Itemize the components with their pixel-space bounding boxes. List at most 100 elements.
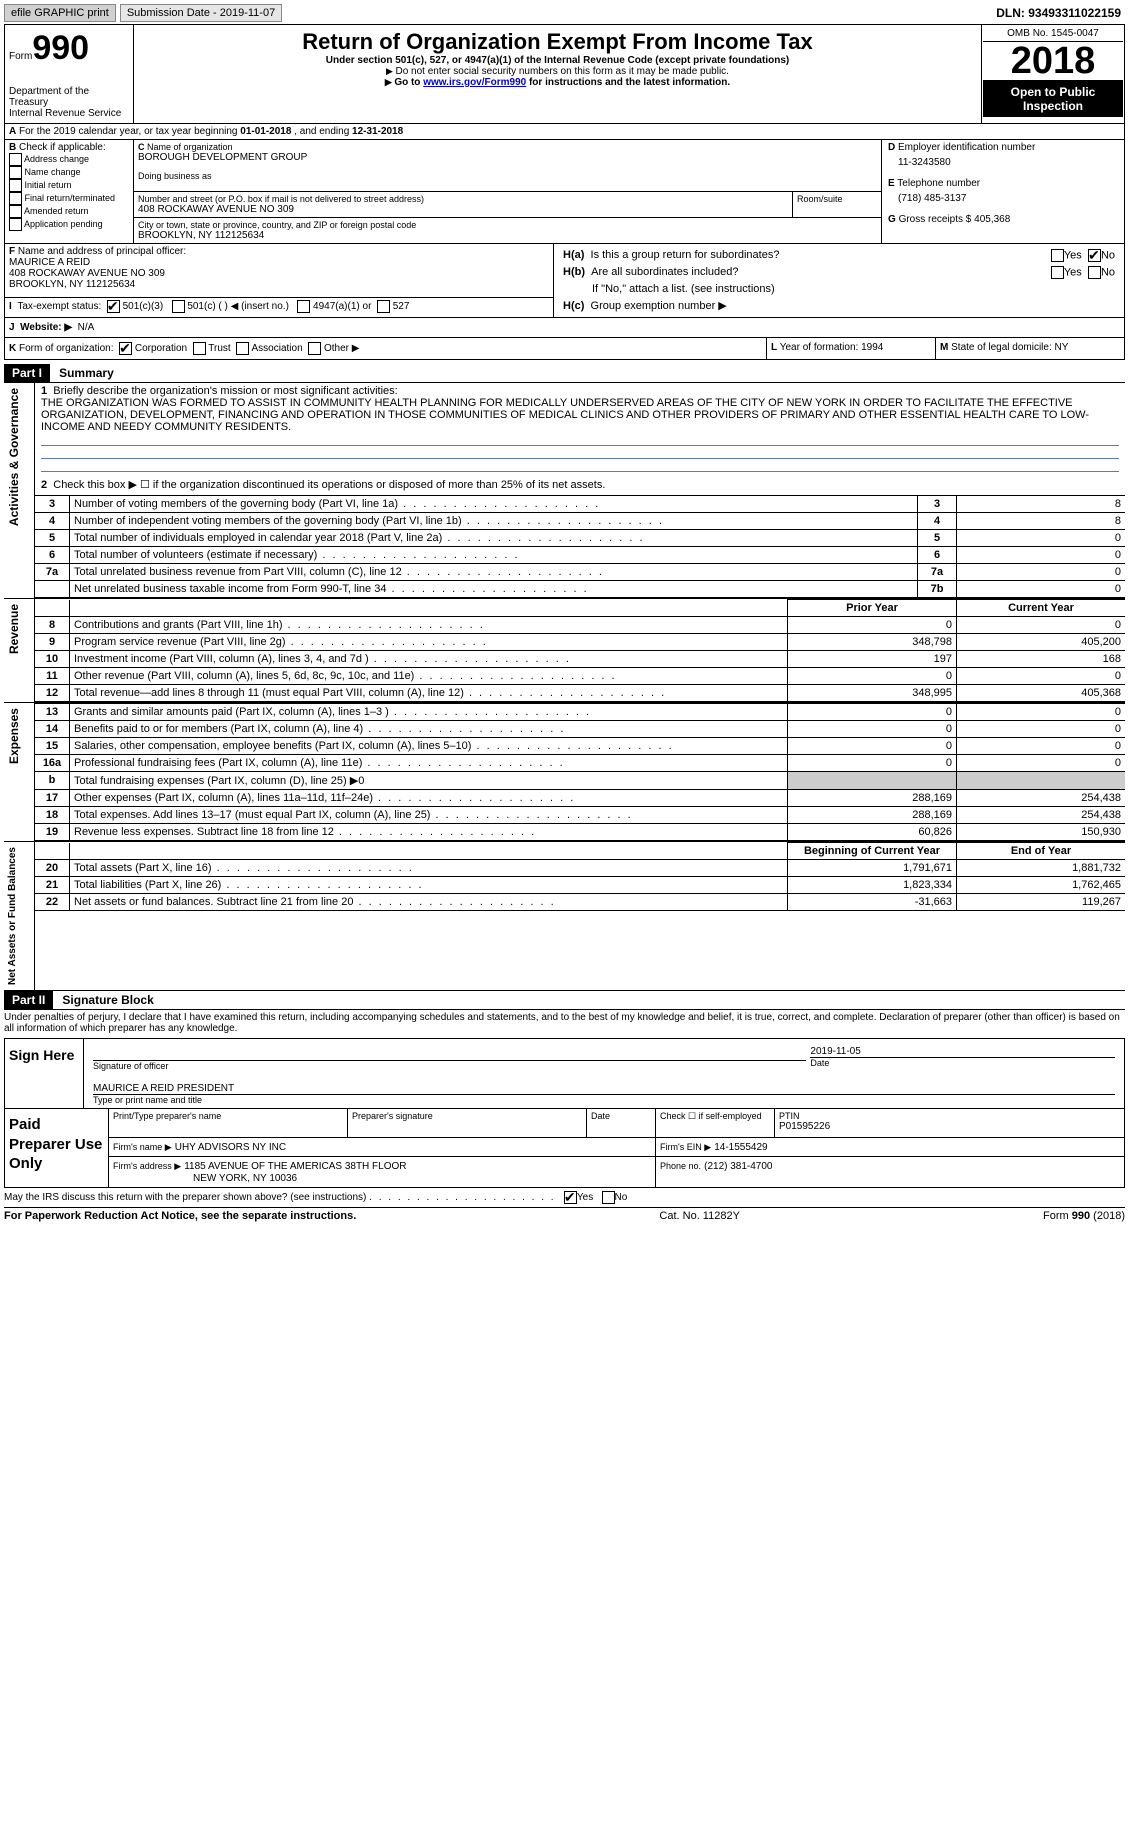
mission-rule-2 [41, 446, 1119, 459]
perjury-declaration: Under penalties of perjury, I declare th… [4, 1009, 1125, 1038]
netassets-table: Beginning of Current YearEnd of Year20To… [35, 842, 1125, 911]
cb-application-pending[interactable] [9, 218, 22, 231]
expenses-table: 13Grants and similar amounts paid (Part … [35, 703, 1125, 841]
cb-ha-no[interactable] [1088, 249, 1101, 262]
cb-name-change[interactable] [9, 166, 22, 179]
cb-association[interactable] [236, 342, 249, 355]
cb-527[interactable] [377, 300, 390, 313]
lbl-501c3: 501(c)(3) [123, 301, 164, 312]
row-text: Total revenue—add lines 8 through 11 (mu… [70, 685, 788, 702]
cb-trust[interactable] [193, 342, 206, 355]
cb-discuss-no[interactable] [602, 1191, 615, 1204]
cell-current: 1,762,465 [957, 877, 1126, 894]
row-text: Net unrelated business taxable income fr… [70, 581, 918, 598]
firm-name-label: Firm's name ▶ [113, 1142, 172, 1152]
row-value: 0 [957, 547, 1126, 564]
form-title: Return of Organization Exempt From Incom… [138, 29, 977, 55]
cb-other[interactable] [308, 342, 321, 355]
entity-block: B Check if applicable: Address change Na… [4, 140, 1125, 244]
cell-current [957, 772, 1126, 790]
row-num: 9 [35, 634, 70, 651]
footer-right-pre: Form [1043, 1210, 1072, 1222]
row-num: 5 [35, 530, 70, 547]
form-word: Form [9, 51, 32, 62]
officer-group-block: F Name and address of principal officer:… [4, 244, 1125, 318]
cell-current: 0 [957, 738, 1126, 755]
cell-prior: 0 [788, 668, 957, 685]
cell-prior: -31,663 [788, 894, 957, 911]
row-num: b [35, 772, 70, 790]
firm-ein-label: Firm's EIN ▶ [660, 1142, 711, 1152]
cb-corporation[interactable] [119, 342, 132, 355]
cell-prior: 348,995 [788, 685, 957, 702]
cb-discuss-yes[interactable] [564, 1191, 577, 1204]
firm-addr1: 1185 AVENUE OF THE AMERICAS 38TH FLOOR [184, 1161, 406, 1172]
row-text: Other expenses (Part IX, column (A), lin… [70, 790, 788, 807]
row-text: Net assets or fund balances. Subtract li… [70, 894, 788, 911]
cb-hb-yes[interactable] [1051, 266, 1064, 279]
cell-prior: 1,791,671 [788, 860, 957, 877]
cb-final-return[interactable] [9, 192, 22, 205]
form-subtitle-1: Under section 501(c), 527, or 4947(a)(1)… [138, 55, 977, 66]
cell-prior: 0 [788, 738, 957, 755]
lbl-name-change: Name change [25, 167, 81, 177]
row-num: 4 [35, 513, 70, 530]
row-value: 8 [957, 496, 1126, 513]
part2-header: Part II Signature Block [4, 991, 1125, 1009]
row-text: Other revenue (Part VIII, column (A), li… [70, 668, 788, 685]
cb-501c[interactable] [172, 300, 185, 313]
cb-ha-yes[interactable] [1051, 249, 1064, 262]
lbl-initial-return: Initial return [25, 180, 72, 190]
part1-body: Activities & Governance 1 Briefly descri… [4, 383, 1125, 991]
row-key: 7a [918, 564, 957, 581]
table-row: 4Number of independent voting members of… [35, 513, 1125, 530]
cell-current: 0 [957, 617, 1126, 634]
mission-rule-3 [41, 459, 1119, 472]
pp-self-label: Check ☐ if self-employed [660, 1111, 770, 1122]
pp-sig-label: Preparer's signature [352, 1111, 582, 1121]
row-value: 8 [957, 513, 1126, 530]
cb-hb-no[interactable] [1088, 266, 1101, 279]
efile-print-button[interactable]: efile GRAPHIC print [4, 4, 116, 22]
cell-current: 254,438 [957, 807, 1126, 824]
paid-preparer-label: Paid Preparer Use Only [9, 1115, 104, 1174]
cb-amended-return[interactable] [9, 205, 22, 218]
row-key: 7b [918, 581, 957, 598]
cell-current: 168 [957, 651, 1126, 668]
state-domicile-label: State of legal domicile: [951, 342, 1052, 353]
ein-label: Employer identification number [898, 142, 1035, 153]
row-num: 14 [35, 721, 70, 738]
dln-label: DLN: 93493311022159 [992, 4, 1125, 22]
row-text: Revenue less expenses. Subtract line 18 … [70, 824, 788, 841]
part1-header: Part I Summary [4, 364, 1125, 383]
dba-label: Doing business as [138, 171, 877, 181]
col-prior: Prior Year [788, 600, 957, 617]
q1-text: THE ORGANIZATION WAS FORMED TO ASSIST IN… [41, 397, 1089, 433]
lbl-4947: 4947(a)(1) or [313, 301, 371, 312]
klm-row: K Form of organization: Corporation Trus… [4, 338, 1125, 360]
goto-suffix: for instructions and the latest informat… [526, 77, 730, 88]
table-row: 18Total expenses. Add lines 13–17 (must … [35, 807, 1125, 824]
irs-form990-link[interactable]: www.irs.gov/Form990 [423, 77, 526, 88]
lbl-trust: Trust [208, 343, 230, 354]
row-text: Number of independent voting members of … [70, 513, 918, 530]
cell-current: 0 [957, 704, 1126, 721]
officer-name: MAURICE A REID [9, 257, 549, 268]
cb-address-change[interactable] [9, 153, 22, 166]
cell-prior: 0 [788, 755, 957, 772]
q1-label: Briefly describe the organization's miss… [53, 385, 397, 397]
year-formation-label: Year of formation: [780, 342, 859, 353]
phone-label: Telephone number [897, 178, 980, 189]
ag-table: 3Number of voting members of the governi… [35, 495, 1125, 598]
footer-right-post: (2018) [1090, 1210, 1125, 1222]
table-row: 8Contributions and grants (Part VIII, li… [35, 617, 1125, 634]
row-text: Total expenses. Add lines 13–17 (must eq… [70, 807, 788, 824]
website-value: N/A [78, 322, 95, 333]
cb-501c3[interactable] [107, 300, 120, 313]
cell-current: 0 [957, 755, 1126, 772]
cb-4947[interactable] [297, 300, 310, 313]
city-value: BROOKLYN, NY 112125634 [138, 230, 877, 241]
part1-num: Part I [4, 364, 50, 382]
cb-initial-return[interactable] [9, 179, 22, 192]
cell-prior: 60,826 [788, 824, 957, 841]
